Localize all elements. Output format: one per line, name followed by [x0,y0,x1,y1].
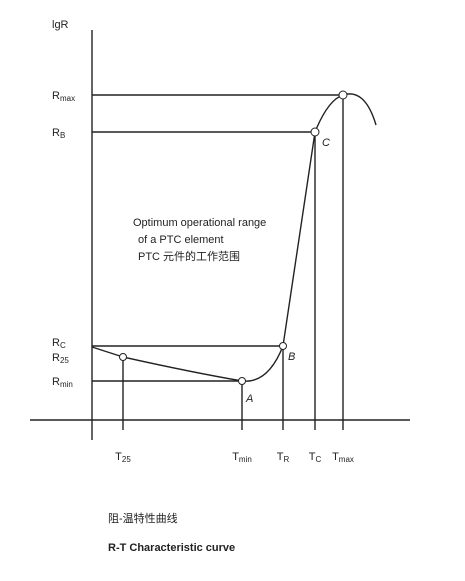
point-label: B [288,351,295,363]
axis-label: lgR [52,19,69,31]
label-sub: R [283,455,289,464]
axis-mark-label: T25 [115,451,131,464]
label-main: T [277,451,284,463]
axis-mark-label: RB [52,127,65,140]
label-sub: min [60,380,73,389]
annotation: of a PTC element [138,234,224,246]
guide-lines [92,94,344,430]
point-label: C [322,137,330,149]
label-sub: 25 [60,356,69,365]
axis-mark-label: TR [277,451,290,464]
label-sub: C [315,455,321,464]
axis-mark-label: RC [52,337,66,350]
label-main: R [52,90,60,102]
rt-curve [91,93,377,382]
annotation: Optimum operational range [133,217,266,229]
label-main: T [309,451,316,463]
label-main: T [232,451,239,463]
label-sub: B [60,131,65,140]
label-sub: max [60,94,75,103]
label-sub: 25 [122,455,131,464]
label-main: T [332,451,339,463]
annotation: PTC 元件的工作范围 [138,249,240,263]
label-main: T [115,451,122,463]
label-sub: min [239,455,252,464]
label-sub: max [339,455,354,464]
caption-chinese: 阻-温特性曲线 [108,511,178,525]
caption-english: R-T Characteristic curve [108,542,235,554]
point-label: A [245,393,253,405]
axis-mark-label: Tmin [232,451,252,464]
label-main: R [52,352,60,364]
label-main: R [52,337,60,349]
curve-points [119,90,348,385]
axis-mark-label: Rmax [52,90,75,103]
label-main: R [52,127,60,139]
axis-mark-label: R25 [52,352,69,365]
t-labels: T25 Tmin TR TC Tmax [115,451,354,464]
label-main: R [52,376,60,388]
label-sub: C [60,341,66,350]
axis-mark-label: Tmax [332,451,354,464]
axis-mark-label: Rmin [52,376,73,389]
axis-mark-label: TC [309,451,322,464]
